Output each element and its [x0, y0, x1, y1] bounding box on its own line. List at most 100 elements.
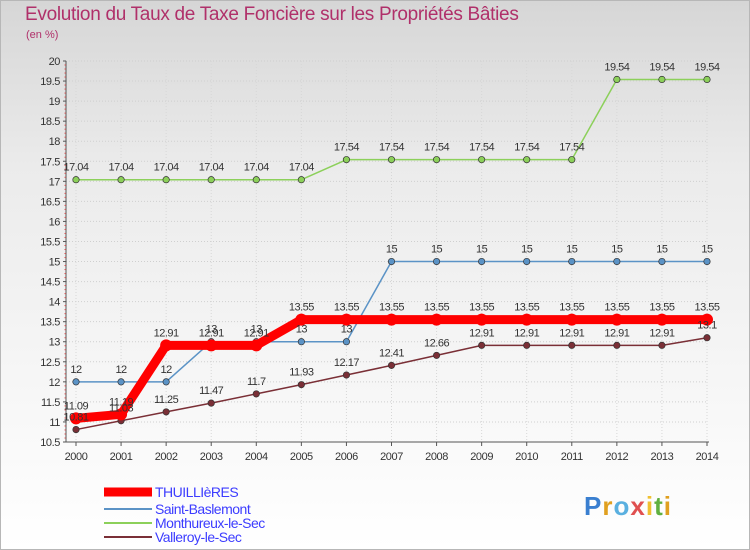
series-point — [520, 313, 533, 326]
data-label: 13.55 — [514, 302, 539, 314]
series-point — [478, 156, 486, 164]
series-point — [72, 378, 80, 386]
y-tick-label: 17 — [49, 176, 61, 188]
data-label: 10.81 — [63, 412, 88, 424]
series-point — [115, 408, 128, 421]
y-tick-label: 20 — [49, 56, 61, 68]
series-point — [297, 381, 305, 389]
data-label: 11.47 — [199, 385, 224, 397]
data-label: 17.04 — [199, 162, 224, 174]
y-tick-label: 11 — [49, 417, 60, 429]
data-label: 12 — [161, 364, 173, 376]
y-tick-label: 13.5 — [40, 317, 60, 329]
series-point — [703, 257, 711, 266]
series-point — [162, 378, 170, 386]
data-label: 12.91 — [649, 327, 674, 339]
series-point — [433, 257, 441, 266]
data-label: 17.04 — [244, 162, 269, 174]
x-tick-label: 2005 — [290, 451, 313, 463]
data-label: 17.54 — [559, 142, 584, 154]
series-point — [295, 313, 308, 326]
data-label: 17.04 — [154, 162, 179, 174]
data-label: 12.91 — [199, 327, 224, 339]
series-point — [207, 399, 215, 407]
data-label: 13 — [251, 324, 263, 336]
data-label: 12.91 — [559, 327, 584, 339]
series-point — [613, 257, 621, 266]
series-point — [162, 408, 170, 416]
y-tick-label: 18.5 — [40, 116, 60, 128]
series-point — [385, 313, 398, 326]
data-label: 12.91 — [154, 327, 179, 339]
data-label: 13.55 — [649, 302, 674, 314]
data-label: 11.19 — [109, 396, 134, 408]
data-label: 15 — [521, 244, 533, 256]
data-label: 13 — [206, 324, 218, 336]
x-tick-label: 2007 — [380, 451, 403, 463]
data-label: 15 — [701, 244, 713, 256]
y-tick-label: 19.5 — [40, 76, 60, 88]
y-tick-label: 15 — [49, 257, 61, 269]
series-point — [523, 257, 531, 266]
series-point — [340, 313, 353, 326]
y-tick-label: 11.5 — [41, 397, 60, 409]
series-point — [70, 412, 82, 425]
series-point — [162, 176, 170, 184]
data-label: 13 — [341, 324, 353, 336]
x-tick-label: 2008 — [425, 451, 448, 463]
series-point — [297, 176, 305, 184]
chart-title: Evolution du Taux de Taxe Foncière sur l… — [25, 4, 519, 25]
data-label: 17.04 — [109, 162, 134, 174]
data-label: 17.04 — [289, 162, 314, 174]
series-point — [610, 313, 623, 326]
y-tick-label: 13 — [49, 337, 61, 349]
y-tick-label: 14 — [49, 297, 61, 309]
data-label: 11.09 — [64, 400, 89, 412]
series-point — [701, 313, 713, 326]
series-point — [387, 156, 396, 164]
x-tick-label: 2010 — [515, 451, 538, 463]
x-tick-label: 2013 — [650, 451, 673, 463]
x-tick-label: 2012 — [605, 451, 628, 463]
data-label: 13.55 — [559, 302, 584, 314]
x-tick-label: 2000 — [65, 451, 88, 463]
data-label: 11.25 — [154, 394, 179, 406]
data-label: 13.55 — [424, 302, 449, 314]
data-label: 19.54 — [649, 61, 674, 73]
series-point — [252, 176, 260, 184]
series-point — [475, 313, 488, 326]
data-label: 12.66 — [424, 337, 449, 349]
series-point — [565, 313, 578, 326]
series-point — [658, 75, 666, 83]
legend-label: Monthureux-le-Sec — [155, 515, 265, 531]
logo-letter: P — [584, 491, 603, 521]
series-point — [613, 341, 621, 349]
series-point — [703, 75, 711, 83]
data-label: 15 — [566, 244, 578, 256]
data-label: 11.93 — [289, 367, 314, 379]
data-label: 12.91 — [514, 327, 539, 339]
data-label: 12.91 — [469, 327, 494, 339]
series-point — [478, 257, 486, 266]
data-label: 13.1 — [697, 320, 717, 332]
series-point — [433, 156, 441, 164]
series-point — [117, 378, 125, 386]
series-point — [703, 334, 711, 342]
x-tick-label: 2002 — [155, 451, 178, 463]
x-tick-label: 2004 — [245, 451, 268, 463]
series-point — [342, 371, 350, 379]
y-tick-label: 17.5 — [40, 156, 60, 168]
series-point — [342, 338, 350, 346]
data-label: 17.54 — [514, 142, 539, 154]
proxiti-logo: Proxiti — [584, 491, 672, 522]
logo-letter: i — [663, 491, 672, 521]
series-point — [430, 313, 443, 326]
data-label: 15 — [611, 244, 623, 256]
y-tick-label: 16 — [49, 216, 61, 228]
x-tick-label: 2011 — [561, 451, 583, 463]
data-label: 17.54 — [469, 142, 494, 154]
series-point — [342, 156, 350, 164]
series-point — [297, 338, 305, 346]
logo-letter: o — [613, 491, 631, 521]
